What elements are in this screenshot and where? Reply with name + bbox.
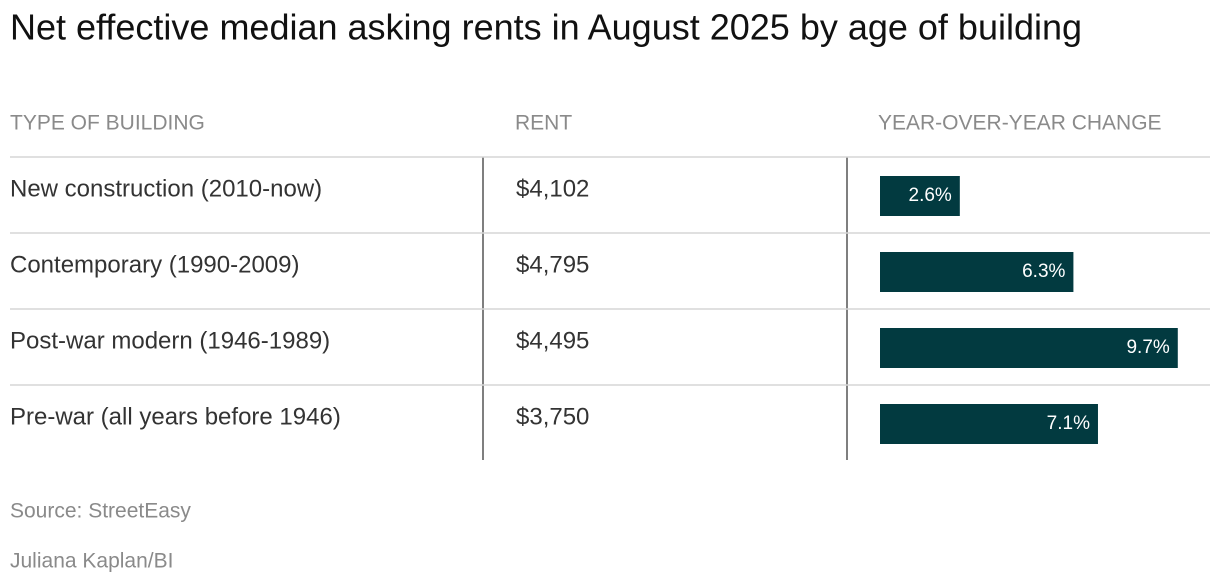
change-bar [880, 252, 1074, 292]
building-type: Post-war modern (1946-1989) [10, 327, 330, 354]
change-label: 9.7% [1126, 337, 1169, 358]
column-header: TYPE OF BUILDING [10, 112, 205, 135]
rent: $4,495 [516, 327, 589, 354]
change-label: 2.6% [909, 185, 952, 206]
building-type: Contemporary (1990-2009) [10, 251, 300, 278]
rent: $3,750 [516, 403, 589, 430]
rent: $4,102 [516, 175, 589, 202]
change-label: 7.1% [1047, 413, 1090, 434]
source: Source: StreetEasy [10, 500, 191, 523]
change-bar [880, 176, 960, 216]
change-bar [880, 328, 1178, 368]
building-type: New construction (2010-now) [10, 175, 322, 202]
column-header: YEAR-OVER-YEAR CHANGE [878, 112, 1162, 135]
building-type: Pre-war (all years before 1946) [10, 403, 341, 430]
column-header: RENT [515, 112, 572, 135]
rent: $4,795 [516, 251, 589, 278]
change-bar [880, 404, 1098, 444]
credit: Juliana Kaplan/BI [10, 550, 173, 573]
title: Net effective median asking rents in Aug… [10, 7, 1082, 48]
change-label: 6.3% [1022, 261, 1065, 282]
